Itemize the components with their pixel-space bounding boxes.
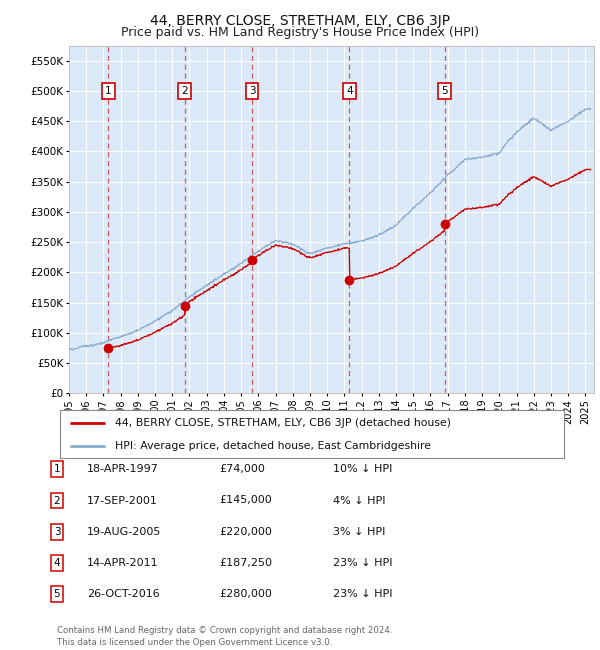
Text: Price paid vs. HM Land Registry's House Price Index (HPI): Price paid vs. HM Land Registry's House …: [121, 26, 479, 39]
Text: 3: 3: [53, 526, 61, 537]
Text: 5: 5: [53, 589, 61, 599]
Text: 26-OCT-2016: 26-OCT-2016: [87, 589, 160, 599]
Text: 3: 3: [248, 86, 255, 96]
Text: 1: 1: [53, 464, 61, 474]
Text: 14-APR-2011: 14-APR-2011: [87, 558, 158, 568]
Text: 2: 2: [181, 86, 188, 96]
Text: 23% ↓ HPI: 23% ↓ HPI: [333, 589, 392, 599]
Text: 19-AUG-2005: 19-AUG-2005: [87, 526, 161, 537]
Text: 44, BERRY CLOSE, STRETHAM, ELY, CB6 3JP: 44, BERRY CLOSE, STRETHAM, ELY, CB6 3JP: [150, 14, 450, 29]
Text: £145,000: £145,000: [219, 495, 272, 506]
Text: 4% ↓ HPI: 4% ↓ HPI: [333, 495, 386, 506]
Text: £280,000: £280,000: [219, 589, 272, 599]
Text: 2: 2: [53, 495, 61, 506]
Text: HPI: Average price, detached house, East Cambridgeshire: HPI: Average price, detached house, East…: [115, 441, 431, 451]
Text: 1: 1: [105, 86, 112, 96]
Text: Contains HM Land Registry data © Crown copyright and database right 2024.
This d: Contains HM Land Registry data © Crown c…: [57, 626, 392, 647]
Text: 18-APR-1997: 18-APR-1997: [87, 464, 159, 474]
Text: 44, BERRY CLOSE, STRETHAM, ELY, CB6 3JP (detached house): 44, BERRY CLOSE, STRETHAM, ELY, CB6 3JP …: [115, 418, 451, 428]
Text: 23% ↓ HPI: 23% ↓ HPI: [333, 558, 392, 568]
Text: 10% ↓ HPI: 10% ↓ HPI: [333, 464, 392, 474]
Text: 3% ↓ HPI: 3% ↓ HPI: [333, 526, 385, 537]
Text: 4: 4: [53, 558, 61, 568]
Text: 4: 4: [346, 86, 353, 96]
Text: £187,250: £187,250: [219, 558, 272, 568]
Text: £220,000: £220,000: [219, 526, 272, 537]
Text: £74,000: £74,000: [219, 464, 265, 474]
Text: 5: 5: [442, 86, 448, 96]
Text: 17-SEP-2001: 17-SEP-2001: [87, 495, 158, 506]
